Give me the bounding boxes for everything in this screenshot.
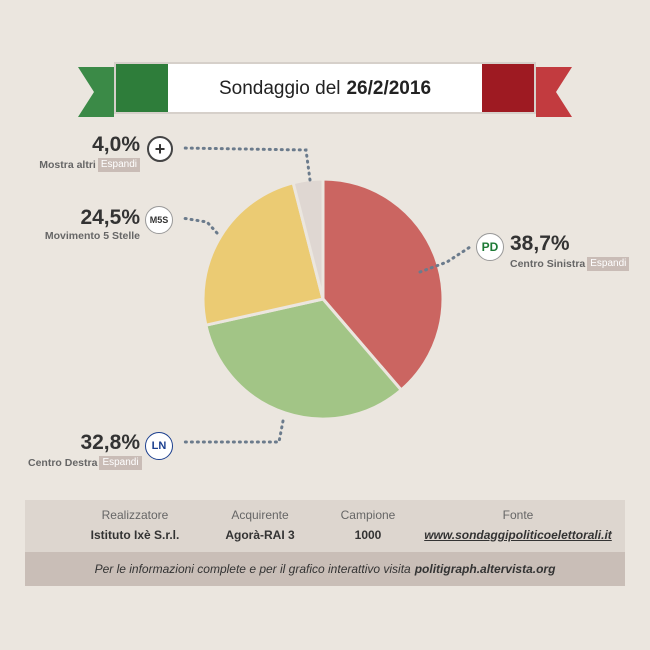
- pie-chart: [180, 146, 472, 444]
- col-realizzatore: Realizzatore Istituto Ixè S.r.l.: [65, 508, 205, 542]
- acquirente-value: Agorà-RAI 3: [225, 528, 295, 542]
- pie-slice-mostra-altri[interactable]: [291, 177, 325, 301]
- pct-centro-sinistra: 38,7%: [510, 232, 570, 255]
- name-centro-sinistra: Centro Sinistra: [510, 257, 586, 270]
- ribbon-right-tail: [536, 67, 572, 117]
- pct-altri: 4,0%: [92, 133, 140, 156]
- ribbon-left-tail: [78, 67, 114, 117]
- label-altri: 4,0% Mostra altri Espandi: [36, 134, 140, 172]
- page-title: Sondaggio del 26/2/2016: [168, 64, 482, 114]
- flag-red: [482, 64, 534, 112]
- pct-m5s: 24,5%: [80, 206, 140, 229]
- fonte-link[interactable]: www.sondaggipoliticoelettorali.it: [424, 528, 612, 542]
- m5s-logo-icon[interactable]: M5S: [145, 206, 173, 234]
- pie-slice-movimento-5-stelle[interactable]: [201, 181, 325, 327]
- leader-line-centro-sinistra: [418, 245, 472, 274]
- flag-white: [168, 64, 482, 112]
- lega-nord-logo-icon[interactable]: LN: [145, 432, 173, 460]
- info-box: Realizzatore Istituto Ixè S.r.l. Acquire…: [25, 500, 625, 552]
- expand-button-centro-destra[interactable]: Espandi: [99, 456, 142, 470]
- title-prefix: Sondaggio del: [218, 78, 341, 99]
- realizzatore-label: Realizzatore: [101, 508, 169, 522]
- footer: Per le informazioni complete e per il gr…: [25, 552, 625, 586]
- pie-slice-centro-destra[interactable]: [204, 297, 403, 421]
- name-altri: Mostra altri: [39, 158, 96, 171]
- col-campione: Campione 1000: [328, 508, 408, 542]
- expand-button-altri[interactable]: Espandi: [97, 158, 140, 172]
- title-date: 26/2/2016: [346, 78, 432, 99]
- title-ribbon: [78, 62, 572, 117]
- plus-icon[interactable]: +: [147, 136, 173, 162]
- leader-line-centro-destra: [180, 419, 285, 444]
- fonte-label: Fonte: [502, 508, 534, 522]
- expand-button-centro-sinistra[interactable]: Espandi: [587, 257, 630, 271]
- col-acquirente: Acquirente Agorà-RAI 3: [205, 508, 315, 542]
- leader-line-altri: [180, 146, 312, 182]
- campione-label: Campione: [340, 508, 396, 522]
- campione-value: 1000: [354, 528, 382, 542]
- acquirente-label: Acquirente: [231, 508, 289, 522]
- col-fonte: Fonte www.sondaggipoliticoelettorali.it: [423, 508, 613, 542]
- label-centro-sinistra: 38,7% Centro Sinistra Espandi: [510, 232, 630, 271]
- name-m5s: Movimento 5 Stelle: [44, 230, 140, 242]
- label-centro-destra: 32,8% Centro Destra Espandi: [28, 431, 142, 470]
- pie-slice-centro-sinistra[interactable]: [321, 177, 445, 392]
- pct-centro-destra: 32,8%: [80, 431, 140, 454]
- footer-text: Per le informazioni complete e per il gr…: [94, 562, 411, 576]
- pd-logo-icon[interactable]: PD: [476, 233, 504, 261]
- label-m5s: 24,5% Movimento 5 Stelle: [36, 207, 140, 242]
- leader-line-m5s: [180, 216, 219, 235]
- name-centro-destra: Centro Destra: [28, 456, 98, 469]
- footer-link[interactable]: politigraph.altervista.org: [414, 562, 556, 576]
- realizzatore-value: Istituto Ixè S.r.l.: [90, 528, 180, 542]
- flag-green: [116, 64, 168, 112]
